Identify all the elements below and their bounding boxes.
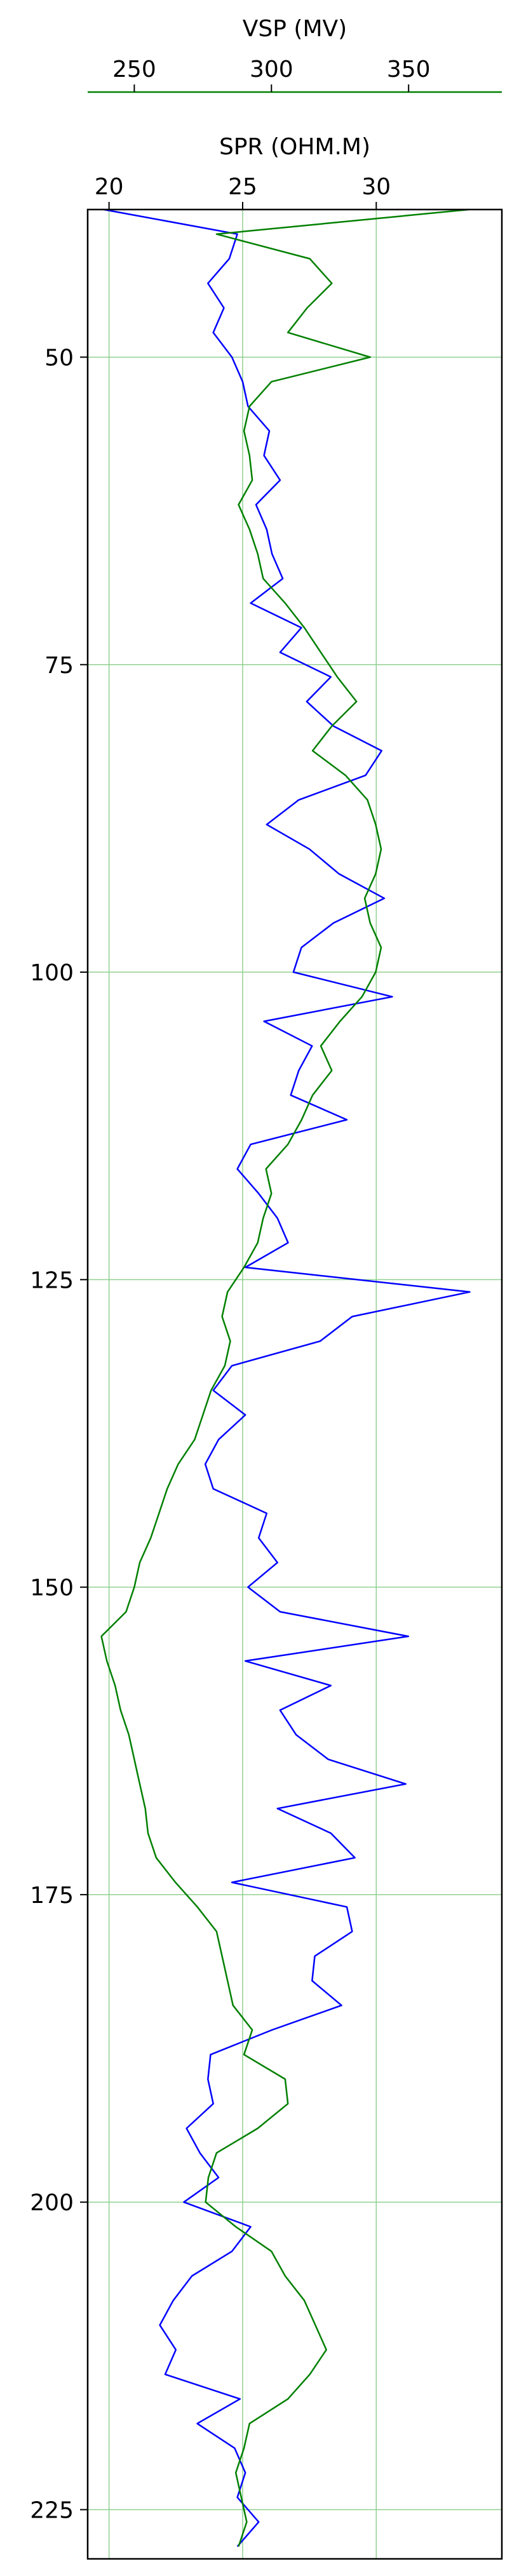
plot-area <box>88 210 502 2559</box>
y-tick-label-200: 200 <box>30 2190 74 2216</box>
y-tick-label-150: 150 <box>30 1575 74 1601</box>
y-tick-label-50: 50 <box>44 345 74 371</box>
spr-tick-label-20: 20 <box>95 174 124 200</box>
spr-axis-title: SPR (OHM.M) <box>219 134 370 160</box>
y-tick-label-125: 125 <box>30 1267 74 1293</box>
spr-tick-label-25: 25 <box>228 174 257 200</box>
axes-layer: 50 75 100 125 150 175 200 225 20 25 30 SPR (OHM.M) 2… <box>30 16 503 2560</box>
y-tick-label-75: 75 <box>44 653 74 679</box>
series-layer <box>100 208 471 2547</box>
series-line-spr <box>103 208 471 2547</box>
grid-layer <box>88 210 502 2559</box>
vsp-tick-label-300: 300 <box>250 57 293 83</box>
y-tick-label-175: 175 <box>30 1883 74 1909</box>
y-tick-label-100: 100 <box>30 960 74 986</box>
y-tick-label-225: 225 <box>30 2498 74 2524</box>
vsp-axis-title: VSP (MV) <box>243 16 347 42</box>
vsp-tick-label-250: 250 <box>112 57 156 83</box>
series-line-vsp <box>100 208 469 2547</box>
spr-tick-label-30: 30 <box>361 174 391 200</box>
plot-frame <box>86 208 503 2560</box>
vsp-tick-label-350: 350 <box>387 57 431 83</box>
